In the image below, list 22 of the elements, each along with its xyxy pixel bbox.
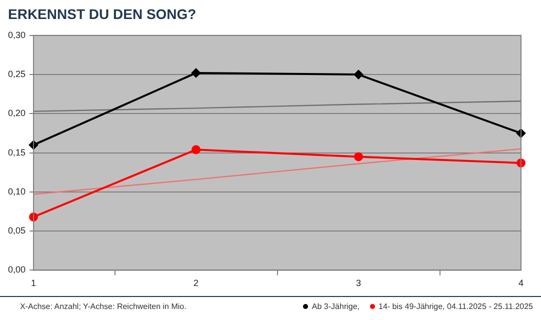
x-tick-label: 3 (356, 278, 362, 288)
y-tick-label: 0,10 (8, 186, 26, 196)
y-tick-label: 0,05 (8, 226, 26, 236)
legend-label: 14- bis 49-Jährige, 04.11.2025 - 25.11.2025 (378, 302, 533, 311)
legend-label: Ab 3-Jährige, (312, 302, 360, 311)
chart-title: ERKENNST DU DEN SONG? (7, 5, 198, 24)
point (354, 152, 364, 162)
y-tick-label: 0,25 (8, 69, 26, 80)
y-tick-label: 0,15 (8, 147, 26, 158)
y-tick-label: 0,20 (8, 108, 26, 118)
y-tick-label: 0,00 (8, 264, 26, 275)
text: X-Achse: Anzahl; Y-Achse: Reichweiten in Mio. (20, 302, 186, 311)
x-tick-label: 2 (194, 278, 199, 288)
point (192, 68, 201, 78)
point (192, 145, 201, 154)
x-tick-label: 4 (518, 278, 524, 288)
x-tick-label: 1 (31, 278, 36, 288)
point (516, 128, 526, 138)
point (516, 158, 526, 168)
y-tick-label: 0,30 (8, 30, 26, 40)
point (29, 212, 38, 222)
point (354, 70, 364, 80)
